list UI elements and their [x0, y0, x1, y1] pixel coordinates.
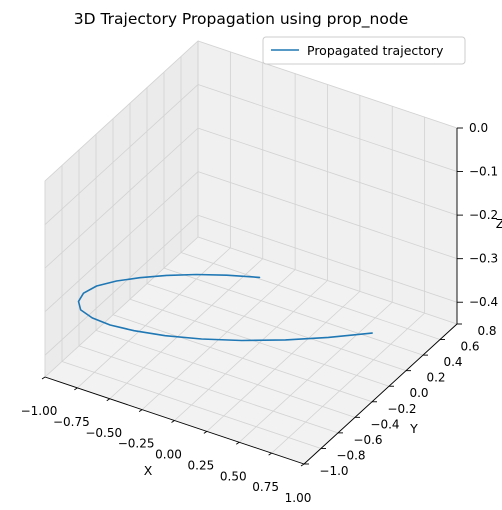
series-layer [77, 273, 373, 342]
z-gridline-left [44, 214, 199, 356]
y-tick-label: −0.6 [353, 433, 382, 447]
x-tick-label: 0.25 [188, 458, 215, 472]
z-tick-label: −0.4 [469, 295, 498, 309]
y-gridline-floor [112, 314, 373, 403]
z-tick-label: −0.2 [469, 208, 498, 222]
y-tick-label: 0.6 [460, 340, 479, 354]
y-tick-label: −0.2 [387, 402, 416, 416]
x-gridline-floor [174, 280, 328, 421]
x-tick-mark [268, 452, 272, 456]
trajectory-line [77, 273, 373, 342]
x-tick-mark [74, 387, 78, 391]
x-gridline-floor [238, 301, 393, 443]
z-gridline-back [197, 127, 458, 216]
x-gridline-floor [77, 247, 231, 389]
y-gridline-floor [163, 267, 424, 356]
x-tick-mark [203, 431, 208, 434]
x-tick-mark [41, 376, 46, 380]
z-gridline-back [197, 40, 458, 129]
z-gridline-back [197, 214, 458, 303]
x-tick-label: 0.75 [252, 480, 279, 494]
x-tick-mark [171, 420, 175, 423]
tick-marks: −1.00−0.75−0.50−0.250.00 0.25 0.50 0.75 1.00… [21, 121, 499, 505]
z-axis-label: Z [496, 216, 502, 231]
x-axis-label: X [144, 463, 153, 478]
z-tick-label: −0.3 [469, 252, 498, 266]
x-tick-label: −0.75 [53, 415, 90, 429]
y-tick-label: −1.0 [319, 464, 348, 478]
legend-box [262, 36, 466, 65]
z-tick-label: 0.0 [469, 121, 488, 135]
y-tick-label: 0.4 [443, 355, 462, 369]
y-axis-label: Y [409, 421, 418, 436]
y-axis-line [303, 323, 458, 465]
x-tick-mark [138, 409, 143, 412]
x-gridline-floor [271, 312, 425, 454]
x-tick-mark [300, 463, 305, 467]
legend: Propagated trajectory [262, 36, 466, 65]
x-tick-mark [236, 441, 240, 445]
x-tick-label: 0.50 [220, 469, 247, 483]
x-gridline-floor [206, 291, 361, 432]
legend-entry-label: Propagated trajectory [307, 43, 444, 58]
x-tick-mark [106, 398, 110, 402]
y-tick-label: 0.0 [409, 386, 428, 400]
y-gridline-floor [129, 298, 390, 387]
z-gridline-left [44, 127, 199, 269]
y-gridline-floor [146, 283, 407, 372]
chart-title: 3D Trajectory Propagation using prop_nod… [74, 10, 408, 29]
x-tick-label: −1.00 [21, 404, 58, 418]
z-gridline-left [44, 171, 199, 312]
x-gridline-floor [109, 258, 264, 400]
y-tick-label: −0.4 [370, 417, 399, 431]
y-gridline-floor [180, 252, 441, 340]
z-gridline-left [44, 40, 199, 182]
z-tick-label: −0.1 [469, 165, 498, 179]
z-gridline-back [197, 171, 458, 260]
y-tick-label: −0.8 [336, 448, 365, 462]
y-gridline-floor [61, 361, 322, 449]
x-tick-label: 0.00 [155, 448, 182, 462]
x-gridline-floor [44, 236, 199, 378]
y-tick-label: 0.2 [426, 371, 445, 385]
z-gridline-left [44, 84, 199, 225]
y-gridline-floor [78, 345, 339, 434]
y-tick-label: 0.8 [477, 324, 496, 338]
z-gridline-back [197, 84, 458, 172]
x-tick-label: −0.50 [85, 426, 122, 440]
y-gridline-floor [197, 236, 458, 325]
x-tick-label: 1.00 [285, 491, 312, 505]
y-gridline-floor [95, 329, 356, 418]
x-tick-label: −0.25 [118, 437, 155, 451]
